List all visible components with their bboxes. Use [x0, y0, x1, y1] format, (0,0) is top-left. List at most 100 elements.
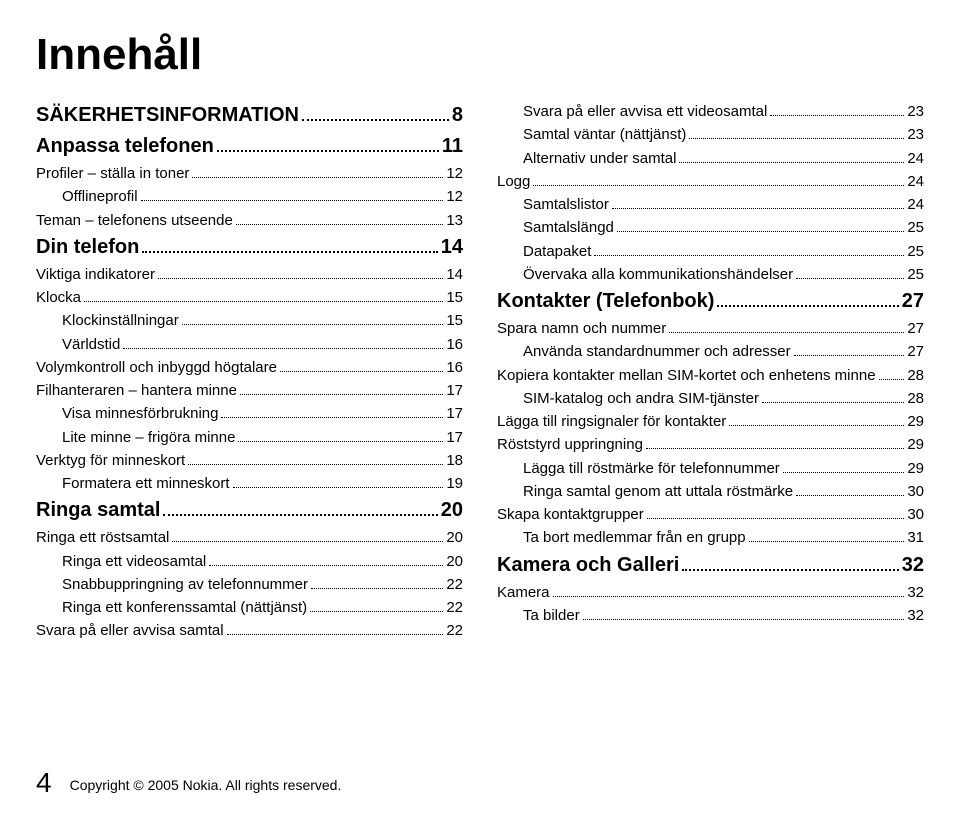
toc-leader — [182, 312, 444, 326]
toc-entry-page: 8 — [452, 100, 463, 131]
toc-entry-page: 16 — [446, 356, 463, 379]
toc-entry-title: SÄKERHETSINFORMATION — [36, 100, 299, 131]
toc-leader — [533, 172, 904, 186]
toc-leader — [594, 242, 904, 256]
toc-entry-page: 22 — [446, 573, 463, 596]
toc-leader — [553, 583, 905, 597]
toc-entry-page: 27 — [902, 286, 924, 317]
toc-entry: Lägga till ringsignaler för kontakter29 — [497, 410, 924, 433]
toc-entry-page: 18 — [446, 449, 463, 472]
toc-entry: Övervaka alla kommunikationshändelser 25 — [497, 263, 924, 286]
toc-entry-title: Offlineprofil — [62, 185, 138, 208]
toc-entry-page: 30 — [907, 503, 924, 526]
toc-entry-title: Spara namn och nummer — [497, 317, 666, 340]
copyright: Copyright © 2005 Nokia. All rights reser… — [70, 777, 342, 793]
toc-leader — [796, 265, 904, 279]
toc-leader — [238, 428, 443, 442]
toc-entry-page: 19 — [446, 472, 463, 495]
toc-leader — [302, 103, 449, 121]
toc-entry-title: Profiler – ställa in toner — [36, 162, 189, 185]
toc-entry-page: 31 — [907, 526, 924, 549]
toc-entry-page: 17 — [446, 379, 463, 402]
toc-entry-page: 28 — [907, 387, 924, 410]
toc-entry: Filhanteraren – hantera minne17 — [36, 379, 463, 402]
toc-entry-title: Kamera och Galleri — [497, 550, 679, 581]
toc-leader — [794, 343, 905, 357]
toc-entry-page: 13 — [446, 209, 463, 232]
toc-entry-title: Kontakter (Telefonbok) — [497, 286, 714, 317]
toc-entry: Kamera32 — [497, 581, 924, 604]
toc-leader — [236, 211, 444, 225]
toc-column-left: SÄKERHETSINFORMATION 8Anpassa telefonen11… — [36, 100, 463, 643]
toc-entry: Samtal väntar (nättjänst)23 — [497, 123, 924, 146]
toc-entry-page: 24 — [907, 147, 924, 170]
toc-entry: Kontakter (Telefonbok) 27 — [497, 286, 924, 317]
toc-entry-title: Samtalslistor — [523, 193, 609, 216]
toc-entry-page: 11 — [442, 131, 463, 162]
toc-leader — [647, 506, 905, 520]
toc-leader — [617, 219, 904, 233]
toc-column-right: Svara på eller avvisa ett videosamtal23S… — [497, 100, 924, 643]
toc-leader — [84, 289, 443, 303]
toc-entry: Anpassa telefonen11 — [36, 131, 463, 162]
toc-entry-page: 28 — [907, 364, 924, 387]
toc-entry-title: Svara på eller avvisa samtal — [36, 619, 224, 642]
toc-entry: Offlineprofil12 — [36, 185, 463, 208]
toc-leader — [796, 482, 904, 496]
toc-entry-title: Teman – telefonens utseende — [36, 209, 233, 232]
toc-entry-title: Ta bilder — [523, 604, 580, 627]
toc-leader — [310, 599, 443, 613]
toc-entry-title: Lite minne – frigöra minne — [62, 426, 235, 449]
toc-entry-page: 20 — [446, 550, 463, 573]
toc-leader — [217, 134, 439, 152]
toc-entry: Skapa kontaktgrupper 30 — [497, 503, 924, 526]
toc-leader — [163, 498, 437, 516]
toc-entry-page: 15 — [446, 286, 463, 309]
toc-entry-page: 23 — [907, 100, 924, 123]
toc-entry-page: 27 — [907, 340, 924, 363]
toc-leader — [227, 622, 444, 636]
toc-entry: Verktyg för minneskort 18 — [36, 449, 463, 472]
toc-leader — [729, 413, 904, 427]
toc-entry: Världstid16 — [36, 333, 463, 356]
toc-leader — [669, 320, 904, 334]
toc-entry-title: Samtalslängd — [523, 216, 614, 239]
toc-entry-page: 22 — [446, 619, 463, 642]
footer: 4 Copyright © 2005 Nokia. All rights res… — [36, 769, 341, 797]
toc-entry-page: 20 — [441, 495, 463, 526]
toc-entry: Teman – telefonens utseende 13 — [36, 209, 463, 232]
toc-leader — [612, 196, 904, 210]
toc-entry-page: 25 — [907, 216, 924, 239]
toc-entry-title: Viktiga indikatorer — [36, 263, 155, 286]
toc-entry-title: SIM-katalog och andra SIM-tjänster — [523, 387, 759, 410]
toc-entry: Ringa ett videosamtal 20 — [36, 550, 463, 573]
toc-entry-title: Verktyg för minneskort — [36, 449, 185, 472]
toc-entry-title: Svara på eller avvisa ett videosamtal — [523, 100, 767, 123]
toc-entry: Ringa ett röstsamtal20 — [36, 526, 463, 549]
toc-entry: Samtalslistor24 — [497, 193, 924, 216]
toc-entry-page: 17 — [446, 426, 463, 449]
toc-entry-title: Ringa ett röstsamtal — [36, 526, 169, 549]
toc-leader — [762, 389, 904, 403]
toc-leader — [192, 165, 443, 179]
toc-entry-title: Övervaka alla kommunikationshändelser — [523, 263, 793, 286]
toc-leader — [783, 459, 905, 473]
toc-entry-title: Skapa kontaktgrupper — [497, 503, 644, 526]
toc-entry-title: Ringa ett videosamtal — [62, 550, 206, 573]
toc-entry-page: 22 — [446, 596, 463, 619]
toc-entry: SIM-katalog och andra SIM-tjänster 28 — [497, 387, 924, 410]
toc-entry-page: 17 — [446, 402, 463, 425]
toc-entry: Röststyrd uppringning29 — [497, 433, 924, 456]
toc-entry: Datapaket25 — [497, 240, 924, 263]
toc-entry: Svara på eller avvisa ett videosamtal 23 — [497, 100, 924, 123]
toc-entry-page: 25 — [907, 263, 924, 286]
toc-leader — [646, 436, 904, 450]
toc-leader — [689, 126, 904, 140]
toc-entry-page: 29 — [907, 410, 924, 433]
toc-leader — [209, 552, 443, 566]
toc-entry: Kamera och Galleri32 — [497, 550, 924, 581]
toc-entry-page: 29 — [907, 457, 924, 480]
toc-entry-title: Alternativ under samtal — [523, 147, 676, 170]
toc-leader — [221, 405, 443, 419]
toc-leader — [311, 575, 443, 589]
